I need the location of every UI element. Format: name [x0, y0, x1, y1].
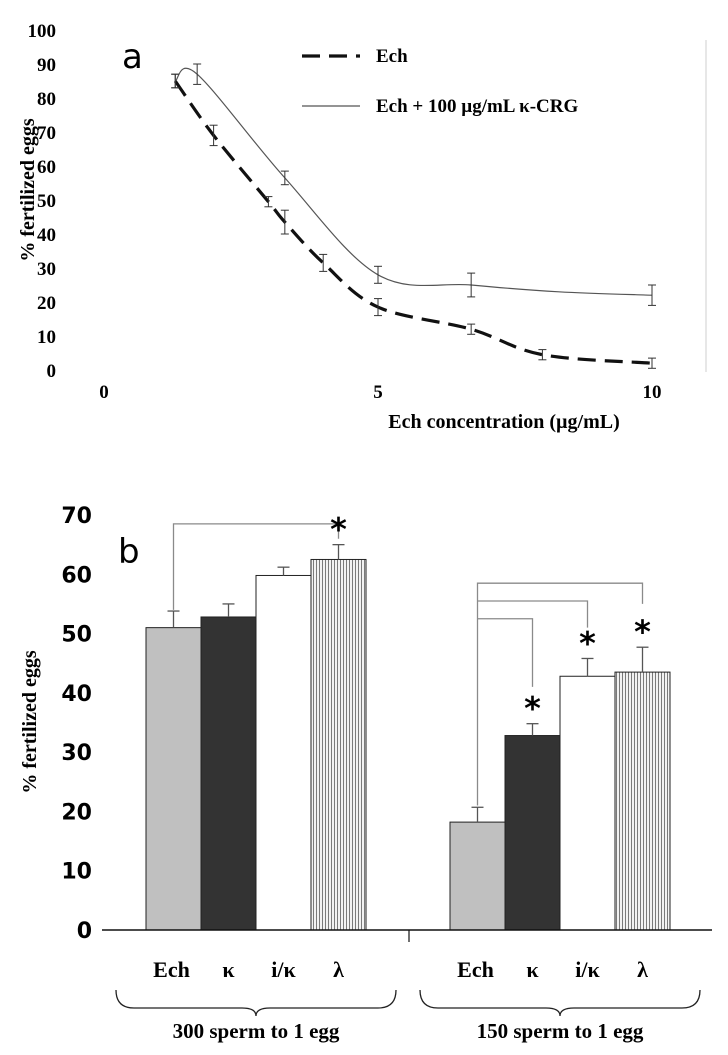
category-label: Ech: [153, 957, 190, 982]
panel-a-x-tick-label: 5: [373, 382, 383, 403]
significance-bracket: [476, 582, 644, 806]
series-line-ech: [173, 80, 653, 365]
panel-b-y-tick-label: 40: [61, 682, 92, 707]
panel-b-y-tick-label: 70: [61, 504, 92, 529]
panel-b-y-tick-label: 60: [61, 563, 92, 588]
panel-a-y-tick-label: 60: [37, 157, 56, 178]
error-bar: [264, 196, 273, 208]
category-label: λ: [637, 957, 648, 982]
category-label: λ: [333, 957, 344, 982]
significance-marker: *: [524, 690, 541, 728]
error-bar: [319, 253, 328, 272]
legend-label-ech: Ech: [376, 46, 408, 67]
panel-b-y-tick-label: 10: [61, 860, 92, 885]
panel-b-y-tick-label: 50: [61, 623, 92, 648]
group-label: 300 sperm to 1 egg: [173, 1019, 340, 1043]
panel-a-y-tick-label: 50: [37, 191, 56, 212]
bar-150-3: [614, 671, 671, 931]
bar-300-0: [145, 627, 202, 931]
category-label: κ: [222, 957, 235, 982]
significance-marker: *: [330, 511, 347, 549]
panel-a-x-axis-label: Ech concentration (µg/mL): [388, 411, 620, 433]
panel-b-letter: b: [118, 532, 140, 572]
panel-a-y-tick-label: 70: [37, 123, 56, 144]
group-brace: [115, 989, 397, 1017]
panel-a-y-axis-label: % fertilized eggs: [17, 118, 39, 261]
legend-label-ech-kcrg: Ech + 100 µg/mL κ-CRG: [376, 96, 578, 117]
category-label: Ech: [457, 957, 494, 982]
panel-b-y-axis-label: % fertilized eggs: [19, 650, 41, 793]
panel-a-x-tick-label: 0: [99, 382, 109, 403]
bar-150-2: [559, 675, 616, 931]
category-label: κ: [526, 957, 539, 982]
category-label: i/κ: [271, 957, 296, 982]
error-bar: [467, 272, 476, 298]
error-bar: [193, 63, 202, 85]
panel-a-y-tick-label: 10: [37, 327, 56, 348]
panel-b-y-tick-label: 0: [77, 919, 92, 944]
panel-b-y-tick-label: 30: [61, 741, 92, 766]
panel-a-y-tick-label: 100: [28, 21, 57, 42]
panel-a-letter: a: [122, 37, 143, 77]
error-bar: [648, 357, 656, 369]
panel-a-y-tick-label: 20: [37, 293, 56, 314]
error-bar: [374, 298, 382, 317]
significance-bracket: [477, 600, 589, 628]
panel-a-y-tick-label: 0: [47, 361, 57, 382]
significance-marker: *: [634, 613, 651, 651]
group-brace: [419, 989, 701, 1017]
significance-bracket: [172, 523, 340, 610]
significance-marker: *: [579, 624, 596, 662]
panel-a-line-chart: a 0 10 20 30 40 50 60 70 80 90 100 0 5 10 Ech Ech + 1…: [17, 21, 707, 433]
error-bar: [171, 73, 180, 89]
error-bar: [209, 124, 218, 147]
bar-150-0: [449, 821, 506, 931]
error-bar: [648, 284, 656, 306]
bar-300-3: [310, 558, 367, 931]
panel-a-x-tick-label: 10: [643, 382, 662, 403]
panel-b-y-tick-label: 20: [61, 800, 92, 825]
panel-b-bar-chart: b 0 10 20 30 40 50 60 70 * * * * Ech κ i/κ λ 300 sperm…: [19, 504, 712, 1043]
category-label: i/κ: [575, 957, 600, 982]
error-bar: [538, 349, 547, 361]
bar-300-2: [255, 574, 312, 931]
panel-a-y-tick-label: 40: [37, 225, 56, 246]
panel-a-y-tick-label: 30: [37, 259, 56, 280]
error-bar: [280, 209, 289, 235]
bar-300-1: [200, 616, 257, 931]
panel-a-y-tick-label: 80: [37, 89, 56, 110]
error-bar: [280, 170, 289, 186]
significance-bracket: [477, 618, 534, 687]
group-label: 150 sperm to 1 egg: [477, 1019, 644, 1043]
bar-150-1: [504, 735, 561, 931]
error-bar: [374, 265, 382, 284]
panel-a-y-tick-label: 90: [37, 55, 56, 76]
error-bar: [467, 323, 476, 335]
